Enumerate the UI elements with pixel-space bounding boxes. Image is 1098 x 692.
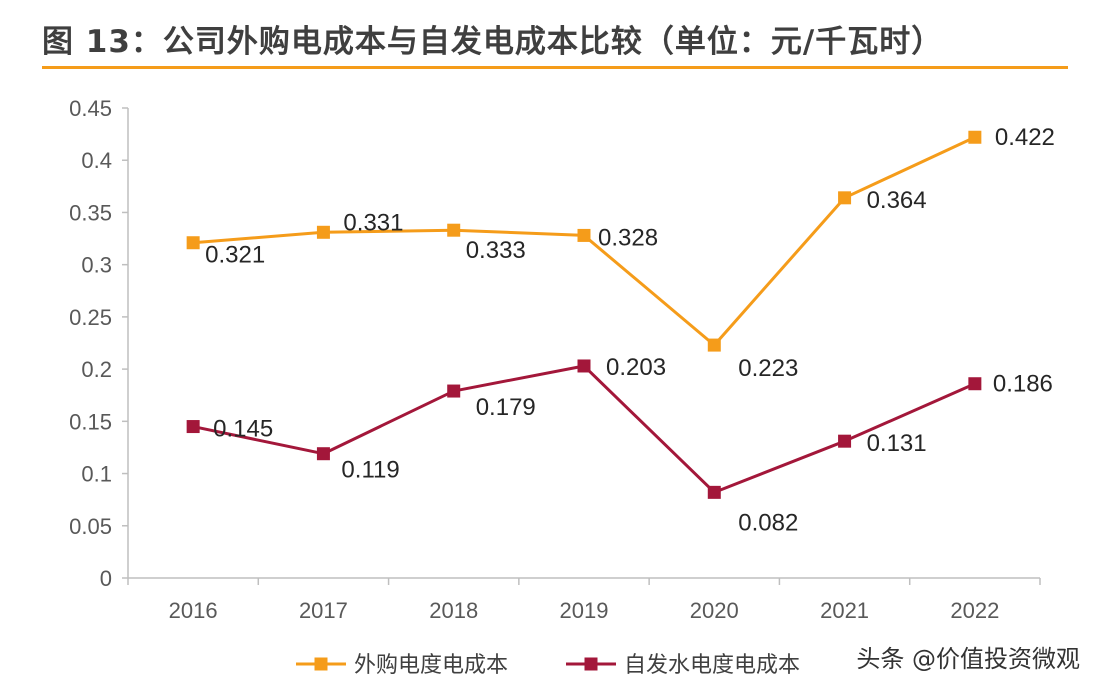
y-tick-label: 0.05 <box>69 514 112 539</box>
data-label: 0.331 <box>343 209 403 236</box>
y-tick-label: 0 <box>100 566 112 591</box>
series-group: 0.321 0.331 0.333 0.328 0.223 0.364 0.422 0.145… <box>186 124 1055 536</box>
data-point-marker <box>838 434 852 448</box>
data-point-marker <box>968 377 982 391</box>
data-point-marker <box>186 420 200 434</box>
y-tick-label: 0.15 <box>69 409 112 434</box>
data-label: 0.333 <box>466 237 526 264</box>
data-point-marker <box>707 485 721 499</box>
y-tick-label: 0.3 <box>81 253 112 278</box>
legend: 外购电度电成本 自发水电度电成本 <box>296 653 800 678</box>
data-point-marker <box>577 359 591 373</box>
legend-item: 自发水电度电成本 <box>566 653 800 678</box>
series-1: 0.321 0.331 0.333 0.328 0.223 0.364 0.422 <box>186 124 1055 382</box>
title-underline <box>42 66 1068 69</box>
data-point-marker <box>316 447 330 461</box>
y-axis: 0 0.05 0.1 0.15 0.2 0.25 0.3 0.35 0.4 0.45 <box>69 96 129 591</box>
data-point-marker <box>968 130 982 144</box>
data-point-marker <box>447 384 461 398</box>
y-tick-label: 0.2 <box>81 357 112 382</box>
data-point-marker <box>577 228 591 242</box>
data-label: 0.186 <box>993 371 1053 398</box>
x-tick-label: 2021 <box>820 598 869 623</box>
data-point-marker <box>838 191 852 205</box>
data-label: 0.422 <box>995 124 1055 151</box>
x-tick-label: 2016 <box>169 598 218 623</box>
legend-marker <box>314 657 328 671</box>
data-label: 0.179 <box>476 394 536 421</box>
x-tick-label: 2020 <box>690 598 739 623</box>
y-tick-label: 0.1 <box>81 462 112 487</box>
y-tick-label: 0.25 <box>69 305 112 330</box>
data-label: 0.223 <box>738 355 798 382</box>
data-label: 0.364 <box>867 187 927 214</box>
y-tick-label: 0.35 <box>69 200 112 225</box>
x-tick-label: 2022 <box>950 598 999 623</box>
watermark: 头条 @价值投资微观 <box>856 645 1080 673</box>
data-label: 0.145 <box>213 416 273 443</box>
data-point-marker <box>707 338 721 352</box>
data-label: 0.328 <box>598 224 658 251</box>
legend-item: 外购电度电成本 <box>296 653 508 678</box>
legend-label: 外购电度电成本 <box>354 653 508 678</box>
data-point-marker <box>447 223 461 237</box>
data-point-marker <box>186 236 200 250</box>
x-tick-label: 2018 <box>429 598 478 623</box>
x-axis: 2016 2017 2018 2019 2020 2021 2022 <box>127 577 1041 623</box>
series-2: 0.145 0.119 0.179 0.203 0.082 0.131 0.186 <box>186 354 1053 536</box>
data-label: 0.119 <box>341 457 399 484</box>
y-tick-label: 0.4 <box>81 148 112 173</box>
data-label: 0.321 <box>205 242 265 269</box>
legend-marker <box>584 657 598 671</box>
data-point-marker <box>316 225 330 239</box>
x-tick-label: 2017 <box>299 598 348 623</box>
legend-label: 自发水电度电成本 <box>624 653 800 678</box>
y-tick-label: 0.45 <box>69 96 112 121</box>
chart-title: 图 13：公司外购电成本与自发电成本比较（单位：元/千瓦时） <box>42 24 944 60</box>
series-line <box>192 364 976 494</box>
x-tick-label: 2019 <box>560 598 609 623</box>
data-label: 0.131 <box>867 430 927 457</box>
data-label: 0.082 <box>738 509 798 536</box>
data-label: 0.203 <box>606 354 666 381</box>
